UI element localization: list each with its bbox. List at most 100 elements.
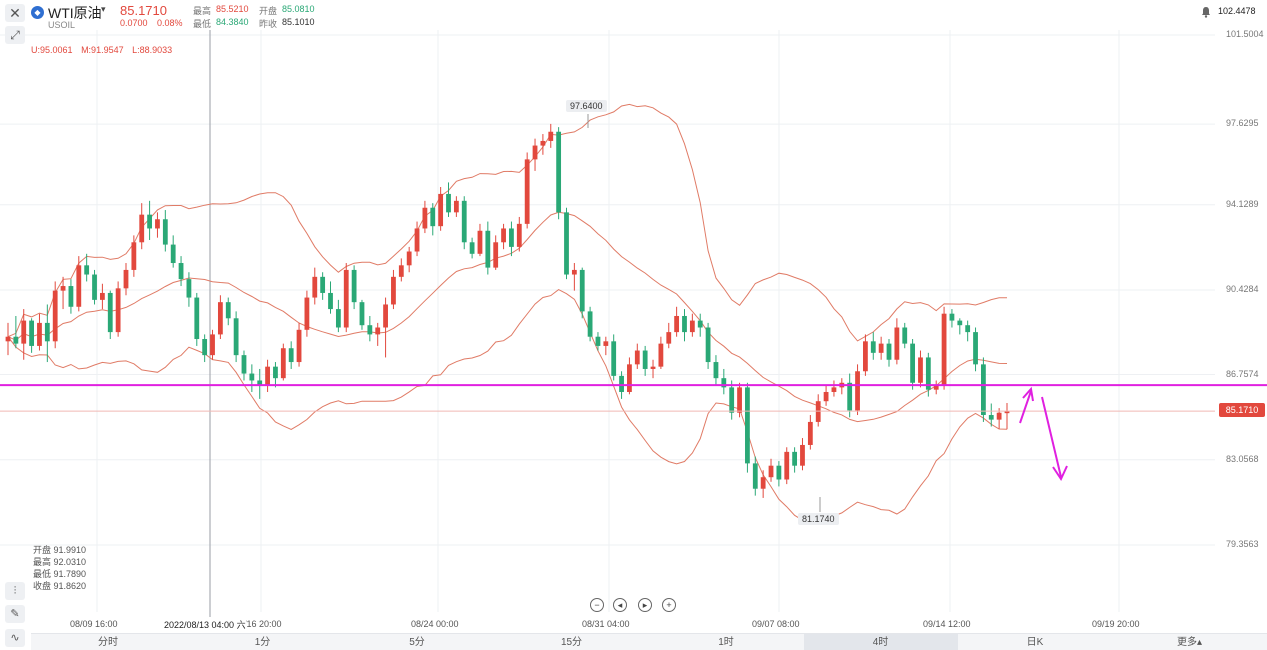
candle-body xyxy=(430,207,436,227)
candle xyxy=(225,297,231,326)
x-tick-label: 08/31 04:00 xyxy=(582,619,630,629)
candle-body xyxy=(359,302,365,326)
candle xyxy=(241,350,247,381)
candle xyxy=(792,447,798,473)
pencil-icon[interactable]: ✎ xyxy=(5,605,25,623)
candle-body xyxy=(823,391,829,402)
candle-body xyxy=(918,357,923,383)
low-value: 84.3840 xyxy=(216,17,249,27)
tab-period[interactable]: 更多▴ xyxy=(1176,637,1203,648)
zoom-in-icon[interactable]: + xyxy=(662,598,676,612)
candle-body xyxy=(768,465,774,478)
candle-body xyxy=(5,336,11,342)
candle-body xyxy=(713,362,719,379)
candle-body xyxy=(996,412,1002,420)
candle-body xyxy=(44,322,50,342)
candle-body xyxy=(729,387,735,413)
candle xyxy=(233,311,239,363)
candle-body xyxy=(29,320,34,346)
tab-period[interactable]: 分时 xyxy=(98,637,118,648)
tab-period[interactable]: 4时 xyxy=(803,634,958,650)
candle xyxy=(44,304,50,363)
ohlc-panel: 开盘 91.9910 最高 92.0310 最低 91.7890 收盘 91.8… xyxy=(33,544,86,592)
step-forward-icon[interactable]: ▸ xyxy=(638,598,652,612)
candle-body xyxy=(296,329,302,363)
candle xyxy=(335,299,341,333)
candle xyxy=(548,123,554,148)
boll-upper: U:95.0061 xyxy=(31,45,73,55)
candle xyxy=(847,373,853,418)
candle xyxy=(682,309,687,342)
tab-period[interactable]: 1时 xyxy=(718,637,734,648)
candle xyxy=(13,315,19,349)
tab-period[interactable]: 1分 xyxy=(254,637,271,648)
candle xyxy=(634,343,640,369)
candle xyxy=(178,256,184,287)
candle xyxy=(815,394,821,427)
indicator-icon[interactable]: ⫶ xyxy=(5,582,25,600)
candle xyxy=(705,322,711,369)
tab-period[interactable]: 5分 xyxy=(409,637,425,648)
candle-body xyxy=(627,364,632,392)
candle-body xyxy=(99,292,105,300)
candle-body xyxy=(807,421,813,445)
candle xyxy=(493,235,499,270)
candle-body xyxy=(910,343,916,383)
wave-icon[interactable]: ∿ xyxy=(5,629,25,647)
candle-body xyxy=(689,320,695,333)
candle-body xyxy=(579,269,585,312)
candle-body xyxy=(1004,411,1010,414)
boll-mid: M:91.9547 xyxy=(81,45,124,55)
candle-body xyxy=(422,207,428,229)
candle-body xyxy=(249,373,255,381)
candle xyxy=(37,313,42,351)
candle-body xyxy=(194,297,200,340)
candle xyxy=(170,235,176,268)
candle-body xyxy=(265,366,270,386)
candle xyxy=(556,127,562,220)
candle xyxy=(674,306,680,337)
candle-body xyxy=(666,332,672,344)
candle xyxy=(320,272,326,300)
ohlc-high: 最高 92.0310 xyxy=(33,557,87,567)
candle-body xyxy=(162,219,168,245)
candle xyxy=(68,279,74,314)
candle xyxy=(147,200,152,240)
candle xyxy=(406,246,412,273)
tab-period[interactable]: 15分 xyxy=(560,637,583,648)
symbol-name[interactable]: WTI原油 xyxy=(48,5,102,21)
candle xyxy=(60,276,66,310)
candle-body xyxy=(398,265,404,277)
candle-body xyxy=(705,327,711,363)
bell-icon[interactable] xyxy=(1200,6,1212,18)
step-back-icon[interactable]: ◂ xyxy=(613,598,627,612)
candle-body xyxy=(540,140,546,146)
candle-body xyxy=(737,387,742,413)
candle xyxy=(689,313,695,337)
max-price-label: 97.6400 xyxy=(566,100,607,112)
candle-body xyxy=(335,309,341,328)
tab-period[interactable]: 日K xyxy=(1026,637,1044,648)
candle xyxy=(839,378,845,395)
candle xyxy=(737,382,742,418)
candle-body xyxy=(21,320,27,344)
candle xyxy=(210,329,215,360)
zoom-out-icon[interactable]: − xyxy=(590,598,604,612)
draw-tool-icon[interactable]: ⤢ xyxy=(5,26,25,44)
candle-body xyxy=(493,242,499,268)
candle xyxy=(745,382,750,473)
boll-legend: U:95.0061 M:91.9547 L:88.9033 xyxy=(31,45,178,55)
candle-body xyxy=(273,366,278,379)
price-change-pct: 0.08% xyxy=(157,18,183,28)
candle xyxy=(532,138,538,171)
candle-body xyxy=(139,214,145,243)
symbol-dropdown-icon[interactable]: ▾ xyxy=(101,4,106,14)
candle xyxy=(981,357,986,422)
close-icon[interactable]: ✕ xyxy=(5,4,25,22)
candle-body xyxy=(973,332,978,365)
candle xyxy=(375,322,381,346)
candle xyxy=(430,203,436,236)
candle-body xyxy=(745,387,750,464)
candle-body xyxy=(863,341,868,372)
